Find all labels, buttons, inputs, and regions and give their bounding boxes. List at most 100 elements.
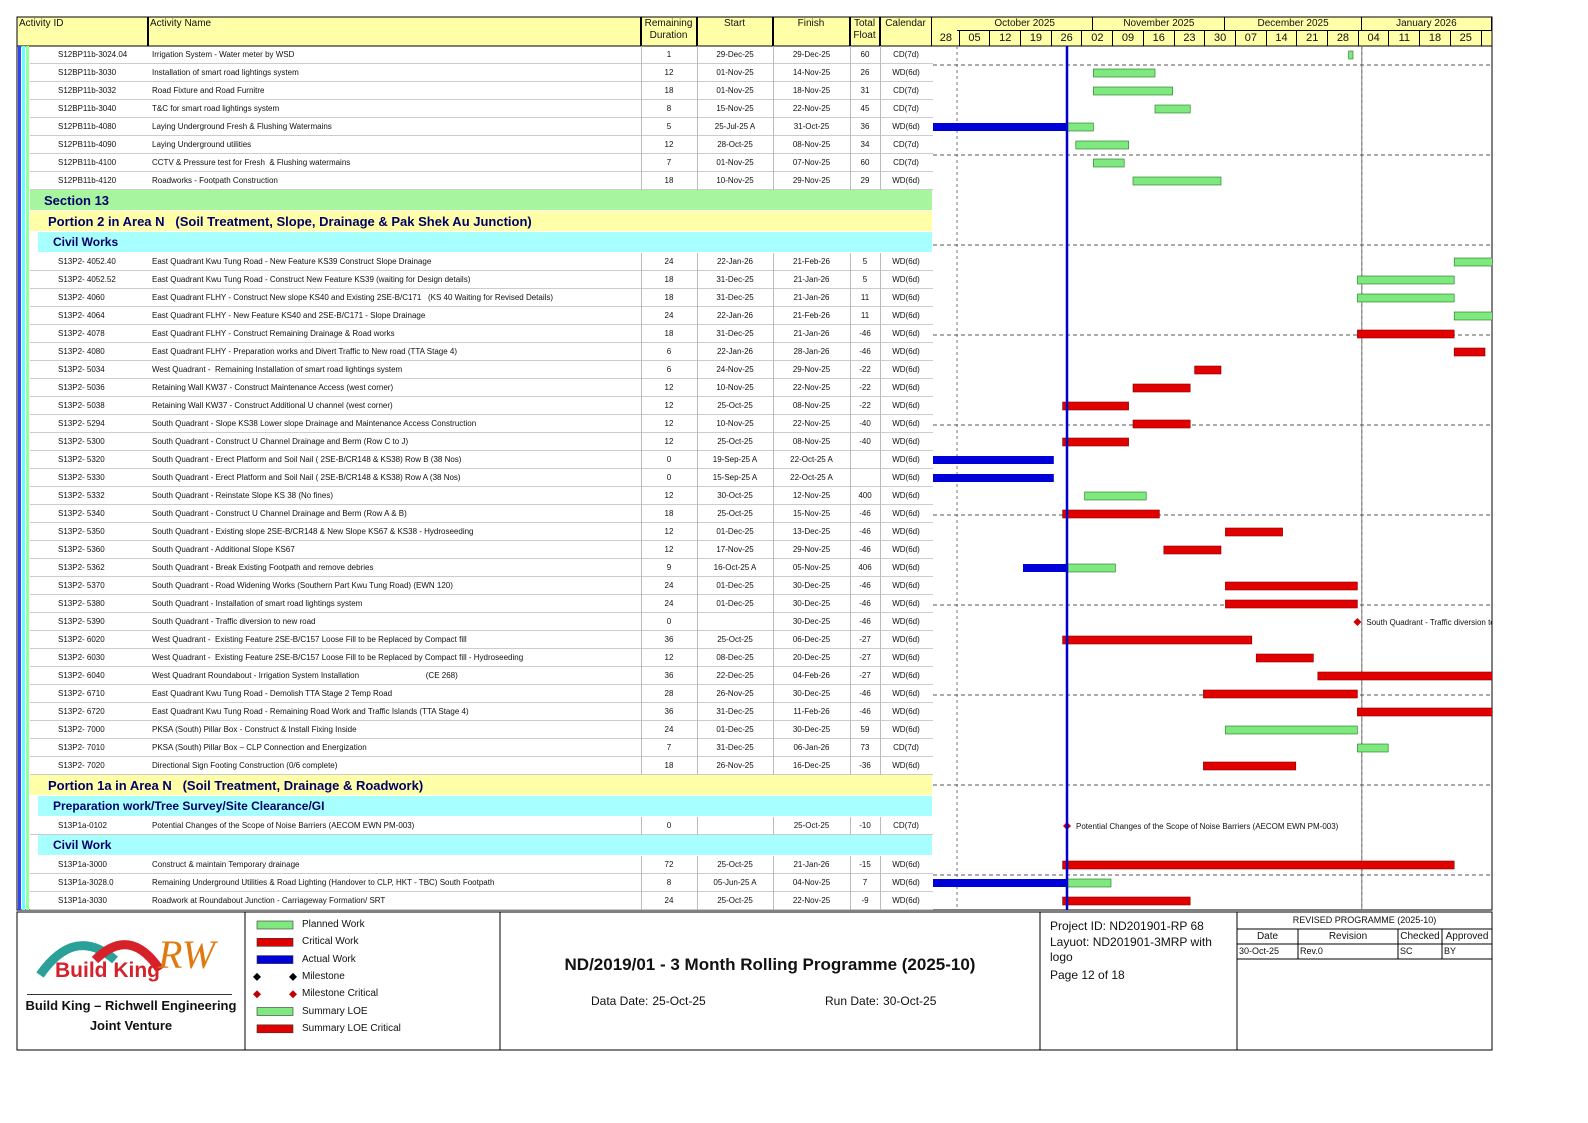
activity-name: East Quadrant FLHY - Preparation works a… <box>152 347 458 356</box>
cell-divider <box>641 667 642 685</box>
cell-remaining: 1 <box>666 50 672 59</box>
cell-divider <box>773 757 774 775</box>
cell-calendar: WD(6d) <box>892 689 920 698</box>
activity-name: Laying Underground utilities <box>152 140 252 149</box>
legend-label: Summary LOE <box>302 1005 368 1017</box>
cell-finish: 29-Nov-25 <box>792 365 831 374</box>
planned-bar <box>1357 743 1389 753</box>
row-line <box>30 684 933 685</box>
cell-divider <box>773 433 774 451</box>
cell-start: 29-Dec-25 <box>716 50 754 59</box>
cell-divider <box>641 892 642 910</box>
data_date-value: 25-Oct-25 <box>652 994 706 1008</box>
cell-divider <box>773 892 774 910</box>
activity-name: Directional Sign Footing Construction (0… <box>152 761 338 770</box>
critical-bar <box>1225 599 1358 609</box>
activity-id: S13P2- 5330 <box>58 473 105 482</box>
cell-remaining: 24 <box>664 581 674 590</box>
planned-bar <box>1154 104 1191 114</box>
cell-calendar: WD(6d) <box>892 176 920 185</box>
month-header: January 2026 <box>1361 17 1492 31</box>
cell-float: -46 <box>859 581 871 590</box>
cell-finish: 21-Jan-26 <box>793 293 830 302</box>
row-line <box>30 378 933 379</box>
activity-name: South Quadrant - Erect Platform and Soil… <box>152 473 461 482</box>
activity-id: S13P2- 5370 <box>58 581 105 590</box>
cell-divider <box>850 874 851 892</box>
cell-divider <box>641 577 642 595</box>
cell-divider <box>641 361 642 379</box>
cell-divider <box>697 172 698 190</box>
cell-divider <box>880 649 881 667</box>
logo-company: Build King – Richwell Engineering <box>25 998 237 1013</box>
cell-calendar: WD(6d) <box>892 653 920 662</box>
cell-divider <box>773 325 774 343</box>
cell-finish: 25-Oct-25 <box>793 821 830 830</box>
cell-divider <box>773 136 774 154</box>
activity-name: West Quadrant - Existing Feature 2SE-B/C… <box>152 653 524 662</box>
cell-float: -40 <box>859 437 871 446</box>
cell-start: 24-Nov-25 <box>716 365 754 374</box>
planned-bar <box>1066 122 1094 132</box>
column-header: Remaining Duration <box>641 17 697 46</box>
actual-bar <box>933 474 1054 482</box>
column-line <box>850 17 851 46</box>
column-line <box>148 17 149 46</box>
cell-remaining: 12 <box>664 68 674 77</box>
cell-divider <box>880 415 881 433</box>
activity-id: S13P2- 4064 <box>58 311 105 320</box>
cell-divider <box>773 172 774 190</box>
planned-bar <box>1225 725 1358 735</box>
cell-divider <box>697 469 698 487</box>
cell-remaining: 0 <box>666 821 672 830</box>
cell-divider <box>641 433 642 451</box>
cell-start: 31-Dec-25 <box>716 329 754 338</box>
cell-divider <box>850 577 851 595</box>
activity-id: S13P2- 5320 <box>58 455 105 464</box>
cell-divider <box>641 397 642 415</box>
cell-float: -46 <box>859 347 871 356</box>
cell-finish: 22-Nov-25 <box>792 104 831 113</box>
cell-divider <box>697 271 698 289</box>
cell-divider <box>773 559 774 577</box>
cell-divider <box>880 703 881 721</box>
legend-swatch <box>289 972 297 981</box>
cell-divider <box>697 757 698 775</box>
cell-divider <box>773 451 774 469</box>
activity-id: S13P2- 5350 <box>58 527 105 536</box>
activity-id: S13P2- 7000 <box>58 725 105 734</box>
cell-divider <box>880 289 881 307</box>
cell-finish: 15-Nov-25 <box>792 509 831 518</box>
cell-divider <box>880 817 881 835</box>
actual-bar <box>933 456 1054 464</box>
gantt-bars: South Quadrant - Traffic diversion to ne… <box>933 50 1492 906</box>
cell-finish: 21-Jan-26 <box>793 860 830 869</box>
row-line <box>30 135 933 136</box>
project-layout: Layuot: ND201901-3MRP with logo <box>1050 935 1212 964</box>
activity-name: South Quadrant - Road Widening Works (So… <box>152 581 453 590</box>
cell-divider <box>773 856 774 874</box>
cell-divider <box>850 757 851 775</box>
column-header: Total Float <box>850 17 880 46</box>
cell-divider <box>697 559 698 577</box>
cell-divider <box>773 343 774 361</box>
cell-remaining: 0 <box>666 473 672 482</box>
activity-id: S13P2- 4080 <box>58 347 105 356</box>
row-line <box>30 117 933 118</box>
critical-bar <box>1062 509 1160 519</box>
cell-divider <box>641 721 642 739</box>
cell-divider <box>641 703 642 721</box>
cell-divider <box>773 685 774 703</box>
cell-divider <box>850 100 851 118</box>
cell-divider <box>697 118 698 136</box>
band-bg <box>30 190 932 211</box>
cell-float: -9 <box>861 896 869 905</box>
cell-divider <box>773 154 774 172</box>
cell-calendar: WD(6d) <box>892 347 920 356</box>
legend-swatch <box>256 1007 294 1016</box>
cell-divider <box>641 817 642 835</box>
cell-divider <box>850 685 851 703</box>
cell-divider <box>850 343 851 361</box>
activity-name: Installation of smart road lightings sys… <box>152 68 299 77</box>
cell-start: 31-Dec-25 <box>716 743 754 752</box>
